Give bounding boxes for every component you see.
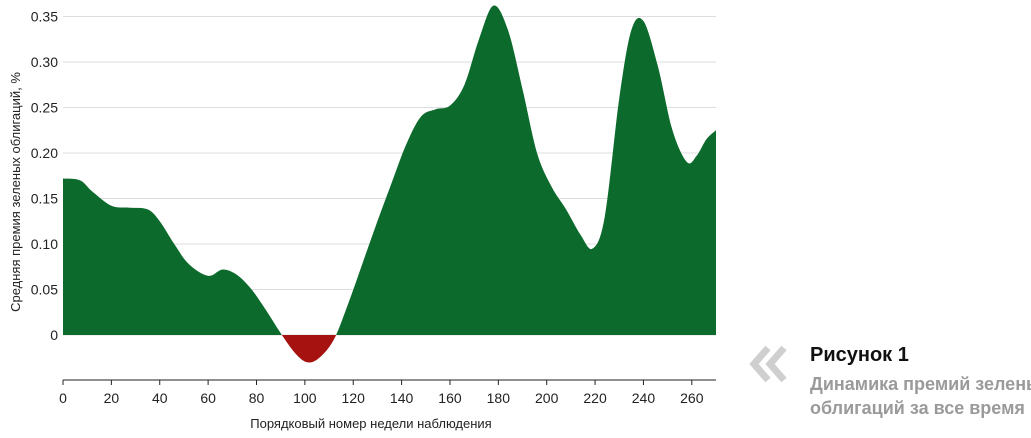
- x-axis-title: Порядковый номер недели наблюдения: [250, 416, 491, 431]
- x-tick-label: 40: [152, 390, 168, 406]
- x-tick-label: 260: [680, 390, 704, 406]
- y-tick-label: 0.30: [31, 54, 58, 70]
- y-tick-label: 0.15: [31, 191, 58, 207]
- y-tick-label: 0: [50, 327, 58, 343]
- x-tick-label: 100: [293, 390, 317, 406]
- caption-title: Рисунок 1: [810, 344, 909, 366]
- x-tick-label: 120: [342, 390, 366, 406]
- x-tick-label: 200: [535, 390, 559, 406]
- x-tick-label: 180: [487, 390, 511, 406]
- caption-subtitle-line-1: Динамика премий зеленых: [810, 374, 1031, 394]
- x-tick-label: 220: [583, 390, 607, 406]
- x-tick-label: 80: [249, 390, 265, 406]
- y-ticks: 0 0.05 0.10 0.15 0.20 0.25 0.30 0.35: [31, 9, 58, 344]
- figure-caption: Рисунок 1 Динамика премий зеленых облига…: [748, 344, 1031, 424]
- y-tick-label: 0.05: [31, 282, 58, 298]
- y-axis-title: Средняя премия зеленых облигаций, %: [8, 72, 23, 312]
- x-tick-label: 60: [200, 390, 216, 406]
- caption-subtitle-line-2: облигаций за все время: [810, 398, 1025, 418]
- x-tick-label: 240: [632, 390, 656, 406]
- area-positive: [63, 5, 716, 335]
- x-tick-label: 0: [59, 390, 67, 406]
- y-tick-label: 0.10: [31, 236, 58, 252]
- x-tick-label: 20: [104, 390, 120, 406]
- x-tick-label: 160: [438, 390, 462, 406]
- y-tick-label: 0.35: [31, 9, 58, 25]
- x-tick-label: 140: [390, 390, 414, 406]
- x-ticks: 0 20 40 60 80 100 120 140 160 180 200 220 240 260: [59, 380, 704, 406]
- area-series: [63, 5, 716, 363]
- caption-subtitle: Динамика премий зеленых облигаций за все…: [810, 372, 1031, 420]
- y-tick-label: 0.20: [31, 145, 58, 161]
- double-chevron-left-icon: [749, 345, 787, 383]
- y-tick-label: 0.25: [31, 100, 58, 116]
